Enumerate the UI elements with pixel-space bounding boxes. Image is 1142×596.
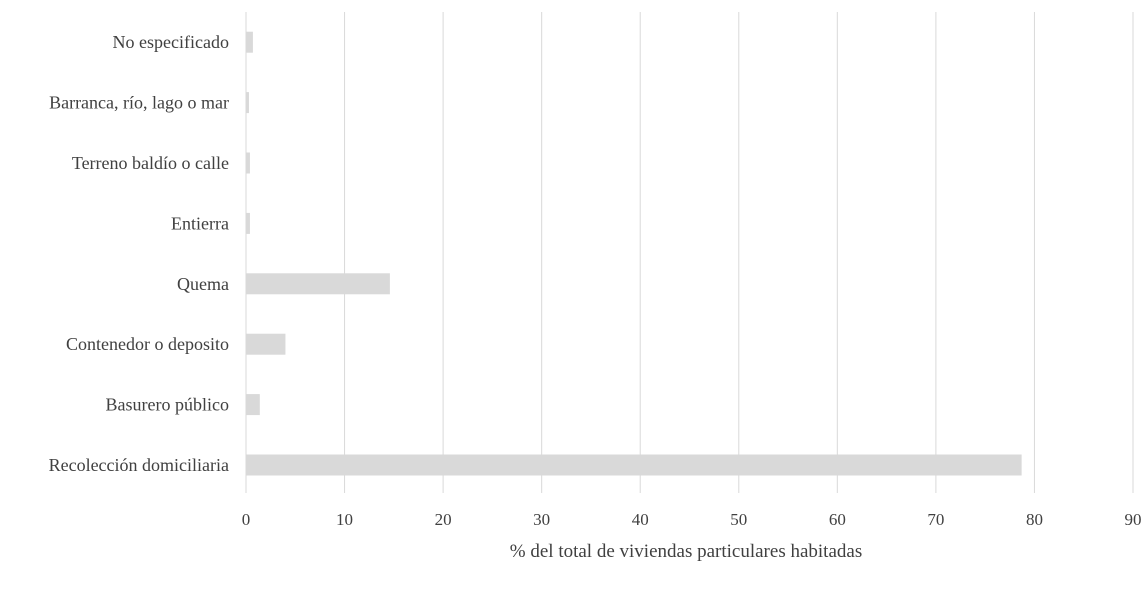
category-label: Basurero público (106, 395, 229, 415)
category-label: No especificado (113, 32, 229, 52)
category-label: Terreno baldío o calle (72, 153, 229, 173)
x-tick-label: 90 (1125, 510, 1142, 529)
x-tick-label: 20 (435, 510, 452, 529)
x-tick-label: 50 (730, 510, 747, 529)
category-labels: No especificado Barranca, río, lago o mar… (49, 32, 229, 475)
x-tick-label: 70 (927, 510, 944, 529)
bar-1 (246, 92, 249, 114)
x-tick-label: 10 (336, 510, 353, 529)
bar-7 (246, 454, 1022, 476)
x-tick-label: 40 (632, 510, 649, 529)
category-label: Entierra (171, 213, 229, 233)
x-tick-label: 0 (242, 510, 251, 529)
bar-6 (246, 394, 260, 416)
bar-3 (246, 212, 250, 234)
x-tick-labels: 0 10 20 30 40 50 60 70 80 90 (242, 510, 1142, 529)
category-label: Contenedor o deposito (66, 334, 229, 354)
bar-0 (246, 31, 253, 53)
x-axis-title: % del total de viviendas particulares ha… (510, 541, 862, 562)
x-tick-label: 30 (533, 510, 550, 529)
bar-2 (246, 152, 250, 174)
bars (246, 31, 1022, 476)
bar-5 (246, 333, 286, 355)
x-tick-label: 60 (829, 510, 846, 529)
category-label: Barranca, río, lago o mar (49, 93, 229, 113)
x-tick-label: 80 (1026, 510, 1043, 529)
gridlines (245, 12, 1134, 493)
category-label: Quema (177, 274, 229, 294)
category-label: Recolección domiciliaria (49, 455, 229, 475)
bar-4 (246, 273, 390, 295)
